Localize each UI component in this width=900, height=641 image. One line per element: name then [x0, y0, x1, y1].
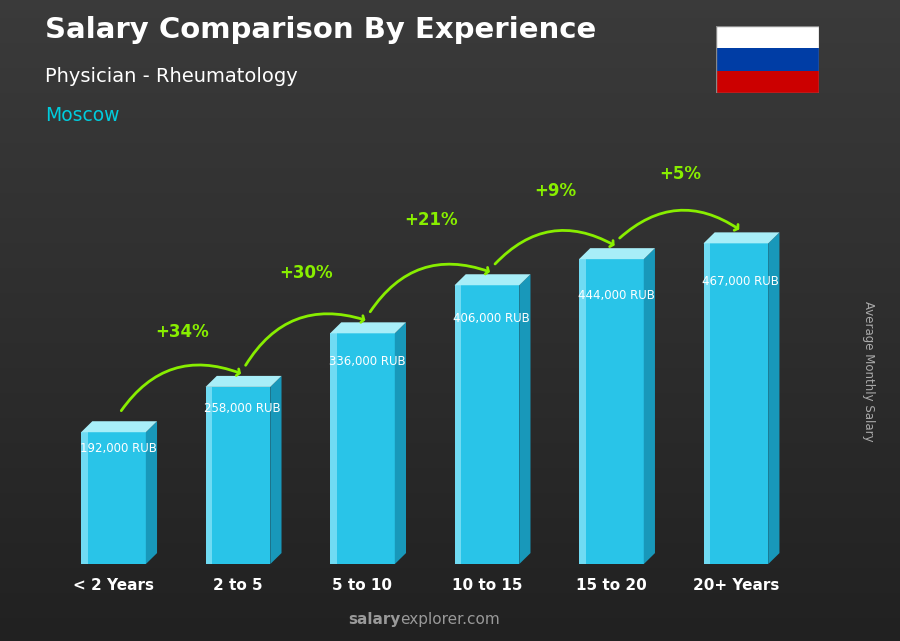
Bar — [704, 244, 769, 564]
Polygon shape — [270, 376, 282, 564]
Text: Moscow: Moscow — [45, 106, 120, 125]
Text: +9%: +9% — [535, 182, 576, 200]
Text: 467,000 RUB: 467,000 RUB — [702, 276, 779, 288]
Polygon shape — [769, 233, 779, 564]
Bar — [579, 259, 644, 564]
Text: 336,000 RUB: 336,000 RUB — [328, 354, 405, 367]
Bar — [205, 387, 270, 564]
Bar — [716, 71, 819, 93]
Polygon shape — [205, 376, 282, 387]
Text: Average Monthly Salary: Average Monthly Salary — [862, 301, 875, 442]
Polygon shape — [644, 248, 655, 564]
Bar — [81, 432, 87, 564]
Polygon shape — [146, 421, 157, 564]
Text: explorer.com: explorer.com — [400, 612, 500, 627]
Text: 406,000 RUB: 406,000 RUB — [454, 312, 530, 325]
Bar — [716, 48, 819, 71]
Text: 444,000 RUB: 444,000 RUB — [578, 289, 654, 303]
Text: +30%: +30% — [280, 264, 333, 282]
Bar — [205, 387, 212, 564]
Bar — [454, 285, 461, 564]
Text: salary: salary — [348, 612, 400, 627]
Polygon shape — [704, 233, 779, 244]
Polygon shape — [454, 274, 530, 285]
Polygon shape — [330, 322, 406, 333]
Text: Physician - Rheumatology: Physician - Rheumatology — [45, 67, 298, 87]
Text: +5%: +5% — [659, 165, 701, 183]
Bar — [716, 26, 819, 48]
Polygon shape — [519, 274, 530, 564]
Text: +34%: +34% — [155, 322, 209, 340]
Text: 258,000 RUB: 258,000 RUB — [204, 402, 281, 415]
Bar — [330, 333, 337, 564]
Bar — [330, 333, 395, 564]
Bar — [81, 432, 146, 564]
Text: +21%: +21% — [404, 211, 458, 229]
Bar — [454, 285, 519, 564]
Bar — [704, 244, 710, 564]
Text: Salary Comparison By Experience: Salary Comparison By Experience — [45, 16, 596, 44]
Text: 192,000 RUB: 192,000 RUB — [80, 442, 157, 454]
Polygon shape — [579, 248, 655, 259]
Polygon shape — [81, 421, 157, 432]
Bar — [579, 259, 586, 564]
Polygon shape — [395, 322, 406, 564]
